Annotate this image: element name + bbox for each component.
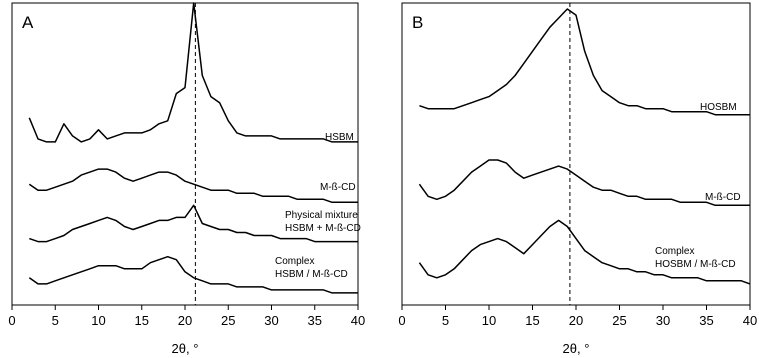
x-tick-label: 40 <box>351 313 365 328</box>
xrd-curve <box>28 255 358 294</box>
xrd-curve <box>28 168 358 204</box>
x-tick-label: 20 <box>178 313 192 328</box>
x-tick-label: 0 <box>8 313 15 328</box>
x-tick-label: 35 <box>308 313 322 328</box>
curve-label: Physical mixture <box>285 210 358 221</box>
curve-label: HSBM / M-ß-CD <box>275 269 348 280</box>
curve-label: HSBM + M-ß-CD <box>285 223 361 234</box>
xrd-curve <box>418 219 751 285</box>
xrd-curve <box>29 204 358 243</box>
x-axis-label: 2θ, ° <box>563 341 590 356</box>
xrd-curve <box>28 2 358 143</box>
curve-label: HOSBM / M-ß-CD <box>655 259 736 270</box>
x-tick-label: 40 <box>743 313 757 328</box>
x-tick-label: 10 <box>482 313 496 328</box>
x-tick-label: 30 <box>264 313 278 328</box>
xrd-curve <box>419 8 750 116</box>
xrd-curve <box>418 159 750 207</box>
x-tick-label: 15 <box>525 313 539 328</box>
x-tick-label: 5 <box>52 313 59 328</box>
x-tick-label: 15 <box>135 313 149 328</box>
curve-label: Complex <box>275 256 314 267</box>
x-tick-label: 25 <box>612 313 626 328</box>
panel-label: B <box>412 13 423 32</box>
x-tick-label: 30 <box>656 313 670 328</box>
curve-label: HOSBM <box>700 102 737 113</box>
x-tick-label: 0 <box>398 313 405 328</box>
curve-label: Complex <box>655 246 694 257</box>
x-tick-label: 5 <box>442 313 449 328</box>
curve-label: M-ß-CD <box>705 192 741 203</box>
x-axis-label: 2θ, ° <box>172 341 199 356</box>
panel-label: A <box>22 13 34 32</box>
x-tick-label: 25 <box>221 313 235 328</box>
curve-label: M-ß-CD <box>320 182 356 193</box>
x-tick-label: 10 <box>91 313 105 328</box>
curve-label: HSBM <box>325 132 354 143</box>
x-tick-label: 35 <box>699 313 713 328</box>
x-tick-label: 20 <box>569 313 583 328</box>
